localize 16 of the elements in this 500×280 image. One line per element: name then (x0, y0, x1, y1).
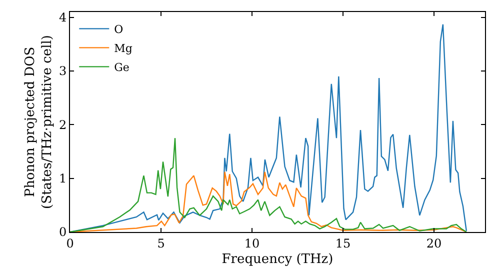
y-tick-label: 4 (58, 10, 67, 25)
x-tick-label: 15 (335, 236, 351, 250)
line-series (70, 138, 468, 232)
x-tick-label: 10 (244, 236, 260, 250)
x-tick-label: 5 (157, 236, 165, 250)
x-tick-label: 20 (426, 236, 442, 250)
legend-label: O (114, 22, 124, 36)
line-series (70, 24, 468, 232)
legend-label: Mg (114, 42, 132, 55)
x-axis-title: Frequency (THz) (222, 252, 334, 267)
y-tick-label: 0 (58, 225, 67, 240)
y-axis-title: Phonon projected DOS (States/THz·primitive cell) (23, 34, 55, 210)
y-tick-label: 2 (58, 118, 67, 132)
y-tick-label: 1 (58, 172, 67, 186)
legend-label: Ge (114, 60, 130, 74)
y-tick-label: 3 (58, 64, 67, 78)
